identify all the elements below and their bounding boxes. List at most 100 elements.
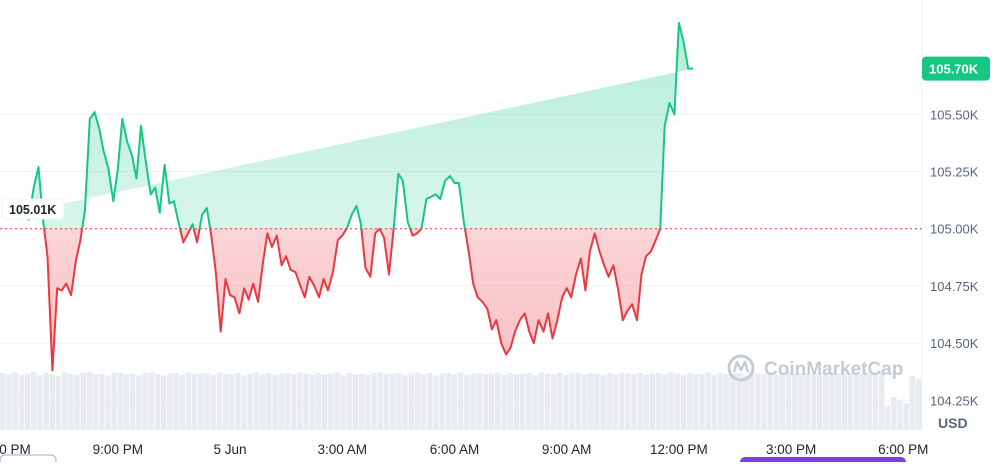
volume-bar	[853, 374, 860, 430]
volume-bar	[334, 372, 340, 430]
volume-bar	[736, 373, 742, 430]
x-tick-label: 6:00 PM	[0, 442, 31, 457]
volume-bar	[742, 375, 749, 430]
volume-bar	[618, 372, 625, 430]
coinmarketcap-logo-icon	[727, 354, 755, 382]
volume-bar	[309, 374, 315, 430]
y-tick-label: 105.25K	[930, 165, 979, 180]
volume-bar	[43, 373, 49, 430]
volume-bar	[284, 373, 291, 430]
volume-bar	[662, 374, 668, 430]
volume-bar	[303, 373, 309, 430]
volume-bar	[680, 374, 687, 430]
volume-bar	[513, 374, 520, 430]
volume-bar	[222, 373, 229, 430]
volume-bar	[420, 374, 427, 430]
watermark-text: CoinMarketCap	[764, 359, 903, 380]
volume-bar	[538, 372, 544, 430]
volume-bar	[117, 373, 124, 430]
volume-bar	[358, 373, 365, 430]
range-handle-left[interactable]	[0, 454, 57, 466]
volume-bars	[0, 371, 922, 430]
volume-bar	[773, 374, 780, 430]
volume-bar	[600, 374, 606, 430]
volume-bar	[655, 373, 662, 430]
volume-bar	[792, 374, 798, 430]
volume-bar	[637, 373, 643, 430]
volume-bar	[779, 373, 786, 430]
volume-bar	[693, 374, 699, 430]
volume-bar	[866, 373, 872, 430]
volume-bar	[259, 374, 266, 430]
volume-bar	[383, 374, 390, 430]
x-tick-label: 6:00 AM	[430, 442, 480, 457]
y-axis: 104.25K 104.50K 104.75K 105.00K 105.25K 105.5…	[930, 107, 979, 408]
volume-bar	[37, 375, 43, 430]
volume-bar	[24, 373, 31, 430]
volume-bar	[884, 406, 891, 430]
y-tick-label: 104.25K	[930, 393, 979, 408]
volume-bar	[346, 373, 353, 430]
volume-bar	[903, 403, 910, 430]
volume-bar	[185, 372, 192, 430]
volume-bar	[674, 373, 681, 430]
volume-bar	[198, 373, 204, 430]
volume-bar	[389, 373, 396, 430]
x-tick-label: 5 Jun	[214, 442, 247, 457]
volume-bar	[754, 373, 761, 430]
range-handle-right[interactable]	[740, 457, 906, 467]
volume-bar	[352, 374, 359, 430]
volume-bar	[810, 374, 817, 430]
volume-bar	[649, 373, 656, 430]
volume-bar	[897, 400, 903, 430]
x-axis: 6:00 PM 9:00 PM 5 Jun 3:00 AM 6:00 AM 9:00 AM…	[0, 442, 928, 457]
volume-bar	[581, 374, 588, 430]
volume-bar	[723, 374, 730, 430]
volume-bar	[878, 372, 885, 430]
y-tick-label: 105.00K	[930, 222, 979, 237]
volume-bar	[668, 372, 674, 430]
volume-bar	[717, 373, 724, 430]
volume-bar	[272, 374, 278, 430]
x-tick-label: 3:00 AM	[317, 442, 367, 457]
volume-bar	[74, 374, 80, 430]
volume-bar	[210, 374, 216, 430]
volume-bar	[829, 372, 835, 430]
volume-bar	[266, 373, 272, 430]
y-axis-unit: USD	[938, 415, 968, 431]
volume-bar	[30, 371, 37, 430]
volume-bar	[396, 373, 402, 430]
price-tags: 105.01K 105.70K	[1, 56, 990, 220]
volume-bar	[550, 374, 557, 430]
baseline-tag: 105.01K	[1, 198, 65, 220]
volume-bar	[55, 376, 62, 430]
volume-bar	[204, 373, 210, 430]
volume-bar	[167, 373, 173, 430]
volume-bar	[123, 374, 130, 430]
volume-bar	[587, 373, 594, 430]
volume-bar	[532, 375, 538, 430]
volume-bar	[433, 375, 439, 430]
x-tick-label: 6:00 PM	[878, 442, 928, 457]
volume-bar	[730, 373, 736, 430]
volume-bar	[179, 374, 186, 430]
volume-bar	[569, 373, 575, 430]
volume-bar	[426, 373, 433, 430]
volume-bar	[643, 374, 650, 430]
volume-bar	[216, 372, 223, 430]
volume-bar	[247, 373, 254, 430]
volume-bar	[798, 373, 804, 430]
volume-bar	[80, 373, 87, 430]
volume-bar	[414, 372, 421, 430]
current-price-tag: 105.70K	[922, 56, 990, 81]
volume-bar	[711, 374, 718, 430]
volume-bar	[482, 374, 489, 430]
volume-bar	[49, 374, 56, 430]
volume-bar	[544, 373, 551, 430]
volume-bar	[686, 373, 693, 430]
volume-bar	[92, 374, 99, 430]
volume-bar	[253, 372, 260, 430]
volume-bar	[748, 372, 755, 430]
